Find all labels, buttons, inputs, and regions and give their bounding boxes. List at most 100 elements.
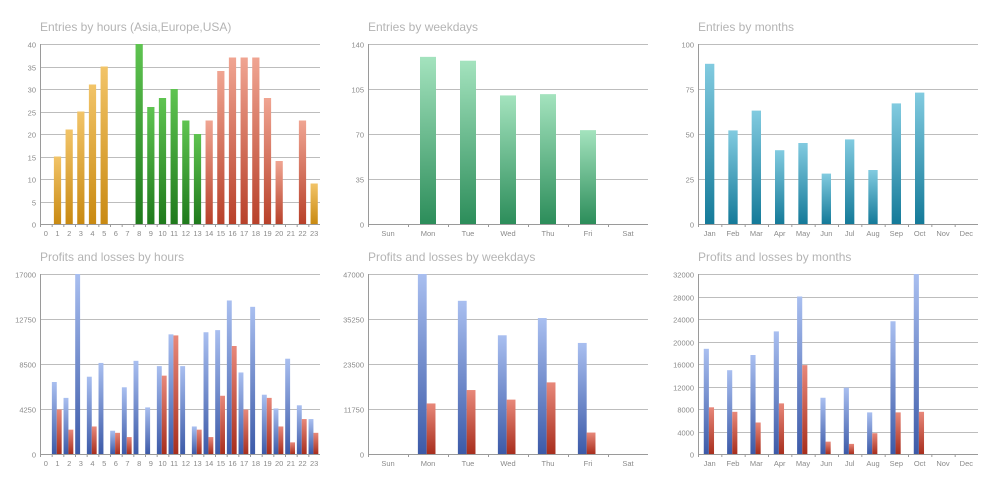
profit-bar: [867, 412, 873, 455]
x-tick-label: Jul: [845, 459, 855, 468]
x-tick-label: 7: [125, 459, 129, 468]
bar: [845, 139, 855, 224]
x-tick-label: 10: [158, 229, 166, 238]
loss-bar: [220, 395, 225, 454]
x-tick-label: Feb: [727, 459, 740, 468]
loss-bar: [56, 409, 62, 454]
x-tick-label: 9: [149, 459, 153, 468]
x-tick-label: 3: [79, 229, 83, 238]
profit-bar: [296, 405, 302, 454]
y-tick-label: 28000: [673, 294, 694, 303]
x-tick-label: Jan: [704, 229, 716, 238]
y-tick-label: 0: [32, 451, 36, 460]
bar: [728, 130, 738, 224]
x-tick-label: Mar: [750, 459, 763, 468]
x-tick-label: 5: [102, 459, 106, 468]
chart-title: Entries by weekdays: [368, 20, 479, 34]
bar: [705, 63, 715, 224]
bar: [821, 173, 831, 224]
x-tick-label: Sun: [381, 229, 394, 238]
loss-bar: [266, 397, 272, 454]
x-tick-label: Fri: [584, 229, 593, 238]
profit-bar: [773, 331, 779, 455]
profit-bar: [121, 387, 127, 454]
x-tick-label: Sun: [381, 459, 394, 468]
y-tick-label: 15: [28, 154, 36, 163]
y-tick-label: 105: [351, 86, 364, 95]
profit-bar: [133, 360, 139, 454]
loss-bar: [586, 432, 596, 454]
x-tick-label: Oct: [914, 229, 927, 238]
x-tick-label: 18: [252, 459, 260, 468]
chart-svg: 0 11750 23500 35250 47000 Sun Mon Tue Wed Thu Fri S…: [343, 271, 648, 468]
chart-title: Profits and losses by hours: [40, 250, 185, 264]
profit-bar: [75, 274, 81, 454]
x-tick-label: 8: [137, 459, 141, 468]
y-tick-label: 11750: [344, 406, 364, 415]
profit-bar: [226, 300, 232, 454]
y-tick-label: 0: [690, 451, 694, 460]
x-tick-label: Tue: [462, 229, 475, 238]
x-tick-label: 21: [287, 459, 295, 468]
x-tick-label: Apr: [774, 459, 786, 468]
x-tick-label: 14: [205, 229, 213, 238]
bar: [100, 66, 108, 224]
x-tick-label: 19: [263, 229, 271, 238]
profit-bar: [308, 419, 314, 454]
x-tick-label: Sat: [622, 229, 634, 238]
y-tick-label: 25: [28, 109, 36, 118]
x-tick-label: 17: [240, 229, 248, 238]
loss-bar: [802, 365, 808, 455]
y-tick-label: 12750: [15, 316, 36, 325]
profit-bar: [261, 394, 267, 454]
profit-bar: [703, 348, 709, 454]
y-tick-label: 10: [28, 176, 36, 185]
loss-bar: [208, 437, 214, 454]
loss-bar: [848, 443, 855, 455]
x-tick-label: Fri: [584, 459, 593, 468]
bar: [500, 95, 516, 225]
x-tick-label: 16: [228, 229, 236, 238]
loss-bar: [426, 403, 436, 454]
y-tick-label: 20000: [673, 339, 694, 348]
loss-bar: [313, 432, 319, 454]
profit-bar: [215, 330, 221, 454]
profit-bar: [98, 362, 104, 454]
x-tick-label: 17: [240, 459, 248, 468]
loss-bar: [895, 412, 901, 455]
x-tick-label: 23: [310, 229, 318, 238]
x-tick-label: 15: [217, 459, 225, 468]
x-tick-label: 2: [67, 459, 71, 468]
x-tick-label: 4: [90, 459, 94, 468]
bar: [298, 120, 307, 224]
loss-bar: [825, 441, 831, 455]
x-tick-label: 6: [114, 229, 118, 238]
y-tick-label: 0: [360, 221, 364, 230]
loss-bar: [278, 426, 284, 454]
y-tick-label: 140: [351, 41, 364, 50]
chart-svg: 0 4000 8000 12000 16000 20000 24000 28000 32000 J…: [673, 271, 978, 468]
bar: [53, 156, 62, 224]
x-tick-label: Thu: [542, 229, 555, 238]
bar: [240, 57, 248, 224]
profit-bar: [843, 387, 849, 455]
y-tick-label: 8000: [677, 406, 694, 415]
bar: [540, 94, 556, 224]
loss-bar: [173, 335, 179, 454]
profit-bar: [537, 318, 547, 454]
bar: [915, 92, 925, 224]
x-tick-label: Nov: [936, 459, 950, 468]
y-tick-label: 12000: [673, 384, 694, 393]
x-tick-label: Aug: [866, 229, 879, 238]
x-tick-label: 1: [55, 459, 59, 468]
bar: [460, 60, 476, 225]
chart-panel-entries-by-hours: 0 5 10 15 20 25 30 35 40 0 1 2 3 4 5 6 7 8 9 10 11 12 13 14 15 16…: [4, 20, 324, 252]
bar: [275, 161, 283, 224]
bar: [77, 111, 85, 224]
y-tick-label: 100: [681, 41, 694, 50]
y-tick-label: 4000: [677, 429, 694, 438]
x-tick-label: Wed: [500, 229, 515, 238]
x-tick-label: 12: [182, 229, 190, 238]
x-tick-label: Dec: [960, 459, 974, 468]
